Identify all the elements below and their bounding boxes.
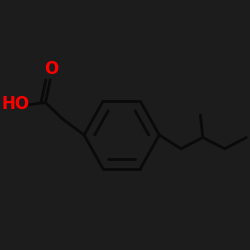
Text: O: O [44,60,59,78]
Text: HO: HO [2,95,30,113]
